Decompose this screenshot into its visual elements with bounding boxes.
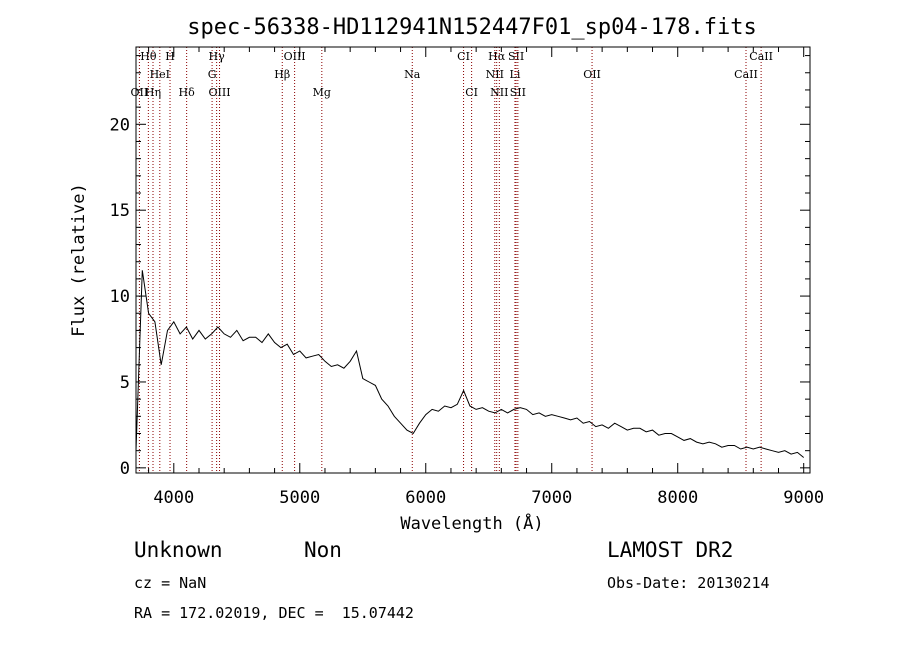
spectral-line-label: Hβ: [274, 68, 290, 81]
y-tick-label: 5: [120, 373, 130, 393]
y-tick-label: 20: [110, 115, 130, 135]
x-tick-label: 7000: [531, 488, 572, 508]
chart-title: spec-56338-HD112941N152447F01_sp04-178.f…: [187, 15, 757, 40]
x-tick-label: 4000: [153, 488, 194, 508]
spectral-line-label: Na: [404, 68, 421, 81]
plot-frame: [135, 46, 811, 474]
object-subclass: Non: [304, 538, 342, 562]
object-class: Unknown: [134, 538, 223, 562]
y-axis-label: Flux (relative): [69, 183, 89, 337]
survey-name: LAMOST DR2: [607, 538, 734, 562]
y-tick-label: 15: [110, 201, 130, 221]
spectral-line-label: Mg: [313, 86, 331, 99]
spectral-line-label: OII: [583, 68, 601, 81]
obs-date-text: Obs-Date: 20130214: [607, 574, 770, 592]
spectral-line-label: OIII: [284, 50, 306, 63]
spectral-line-label: CaII: [749, 50, 773, 63]
spectral-line-label: CI: [465, 86, 478, 99]
spectrum-series-line: [135, 270, 805, 458]
spectral-line-label: NII: [486, 68, 504, 81]
spectral-line-label: H: [165, 50, 175, 63]
spectral-line-label: Hα: [488, 50, 506, 63]
spectral-line-label: SII: [510, 86, 526, 99]
coordinates-text: RA = 172.02019, DEC = 15.07442: [134, 604, 414, 622]
x-tick-label: 9000: [783, 488, 824, 508]
spectral-line-label: Hδ: [179, 86, 196, 99]
spectral-line-label: HeI: [150, 68, 170, 81]
x-axis-label: Wavelength (Å): [400, 512, 543, 534]
x-tick-label: 5000: [279, 488, 320, 508]
spectral-line-label: Hη: [145, 86, 161, 99]
y-tick-label: 0: [120, 459, 130, 479]
spectral-line-label: Li: [510, 68, 521, 81]
redshift-text: cz = NaN: [134, 574, 207, 592]
x-tick-label: 8000: [657, 488, 698, 508]
x-tick-label: 6000: [405, 488, 446, 508]
spectral-line-label: NII: [490, 86, 508, 99]
y-tick-label: 10: [110, 287, 130, 307]
spectral-line-label: G: [208, 68, 217, 81]
spectral-line-label: OIII: [208, 86, 230, 99]
spectral-line-label: Hγ: [209, 50, 226, 63]
axis-ticks: 4000 5000 6000 7000 8000 9000 0 5 10 15 20: [110, 47, 824, 508]
spectral-line-label: CaII: [734, 68, 758, 81]
spectral-line-label: CI: [457, 50, 470, 63]
spectral-line-label: SII: [508, 50, 524, 63]
spectral-line-label: OII: [131, 86, 149, 99]
